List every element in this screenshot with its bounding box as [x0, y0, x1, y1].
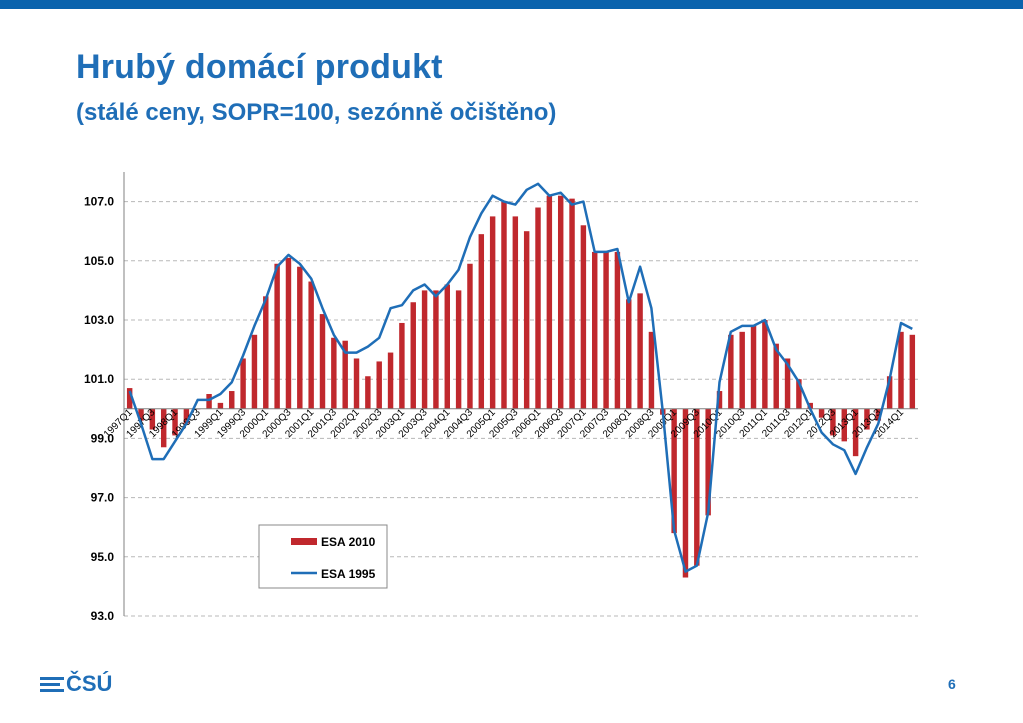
page-title: Hrubý domácí produkt [76, 48, 443, 86]
axes [123, 172, 918, 616]
bar [626, 299, 632, 409]
bar [217, 402, 224, 409]
bar [535, 207, 541, 409]
bar [444, 284, 450, 409]
bar [251, 334, 258, 409]
bar [614, 251, 621, 409]
bar [433, 290, 439, 409]
bar [750, 325, 757, 409]
legend-label-esa1995: ESA 1995 [321, 567, 376, 581]
bar [183, 408, 190, 424]
bar [376, 361, 382, 409]
bar [546, 195, 553, 409]
bar [240, 358, 246, 409]
csu-logo: ČSÚ [40, 672, 112, 696]
bar [796, 379, 802, 409]
bar [841, 408, 847, 442]
bar [818, 408, 825, 418]
bar [467, 263, 473, 409]
bar [319, 314, 326, 409]
bar [455, 290, 462, 409]
bar [365, 376, 371, 409]
bar [637, 293, 643, 409]
y-tick-label: 97.0 [91, 491, 115, 505]
bar [875, 408, 882, 421]
bar [478, 234, 485, 409]
top-accent-bar [0, 0, 1023, 9]
chart-legend: ESA 2010 ESA 1995 [258, 524, 388, 589]
page-number: 6 [948, 676, 956, 692]
bar [898, 331, 904, 409]
y-tick-label: 103.0 [84, 313, 114, 327]
y-tick-label: 105.0 [84, 254, 114, 268]
bar [773, 343, 779, 409]
bar [569, 198, 575, 409]
bar [864, 408, 870, 430]
bar [852, 408, 859, 457]
logo-text: ČSÚ [66, 671, 113, 696]
bar [603, 251, 609, 409]
page-subtitle: (stálé ceny, SOPR=100, sezónně očištěno) [76, 99, 557, 126]
bar [489, 216, 496, 409]
bar [682, 408, 689, 578]
bar [399, 322, 405, 409]
bar [285, 257, 292, 409]
bar [909, 334, 916, 409]
bar [126, 388, 133, 409]
bar [523, 231, 530, 409]
bar [172, 408, 178, 436]
bar [728, 334, 734, 409]
bar [705, 408, 711, 516]
legend-label-esa2010: ESA 2010 [321, 535, 376, 549]
bar [886, 376, 893, 409]
bar [138, 408, 144, 421]
bar [694, 408, 700, 566]
line-series-esa1995 [128, 182, 913, 573]
bar [342, 340, 348, 409]
legend-swatch-esa2010 [291, 538, 317, 545]
bar [353, 358, 360, 409]
bar [830, 408, 836, 436]
bar [263, 296, 269, 409]
bar [501, 201, 507, 409]
bar [762, 320, 768, 409]
y-axis-tick-labels: 93.0 95.0 97.0 99.0 101.0 103.0 105.0 107.0 [84, 195, 114, 623]
y-tick-label: 101.0 [84, 372, 114, 386]
y-tick-label: 95.0 [91, 550, 115, 564]
bar [410, 302, 416, 409]
legend-box [258, 524, 388, 589]
x-axis-tick-labels: 1997Q11997Q31998Q11998Q31999Q11999Q32000… [102, 407, 907, 440]
bar [557, 195, 564, 409]
bar [716, 391, 723, 409]
bar [671, 408, 677, 534]
y-tick-label: 93.0 [91, 609, 115, 623]
bar [206, 394, 212, 409]
bar [592, 251, 598, 409]
bar-series-esa2010 [126, 195, 916, 578]
bar [739, 331, 745, 409]
bar [297, 266, 303, 409]
bar [387, 352, 394, 409]
bar [274, 263, 280, 409]
logo-lines-icon [40, 676, 64, 692]
bar [784, 358, 791, 409]
bar [149, 408, 156, 430]
bar [421, 290, 428, 409]
line-esa1995 [128, 182, 913, 573]
bar [512, 216, 519, 409]
bar [331, 337, 337, 409]
y-tick-label: 99.0 [91, 431, 115, 445]
bar [580, 225, 587, 409]
y-tick-label: 107.0 [84, 195, 114, 209]
bar [648, 331, 655, 409]
bar [229, 391, 235, 409]
bar [308, 281, 314, 409]
bar [160, 408, 167, 448]
